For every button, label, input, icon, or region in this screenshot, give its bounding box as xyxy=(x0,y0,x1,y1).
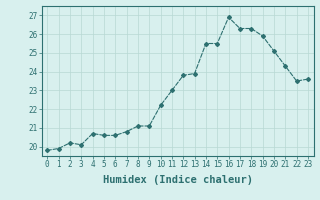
X-axis label: Humidex (Indice chaleur): Humidex (Indice chaleur) xyxy=(103,175,252,185)
